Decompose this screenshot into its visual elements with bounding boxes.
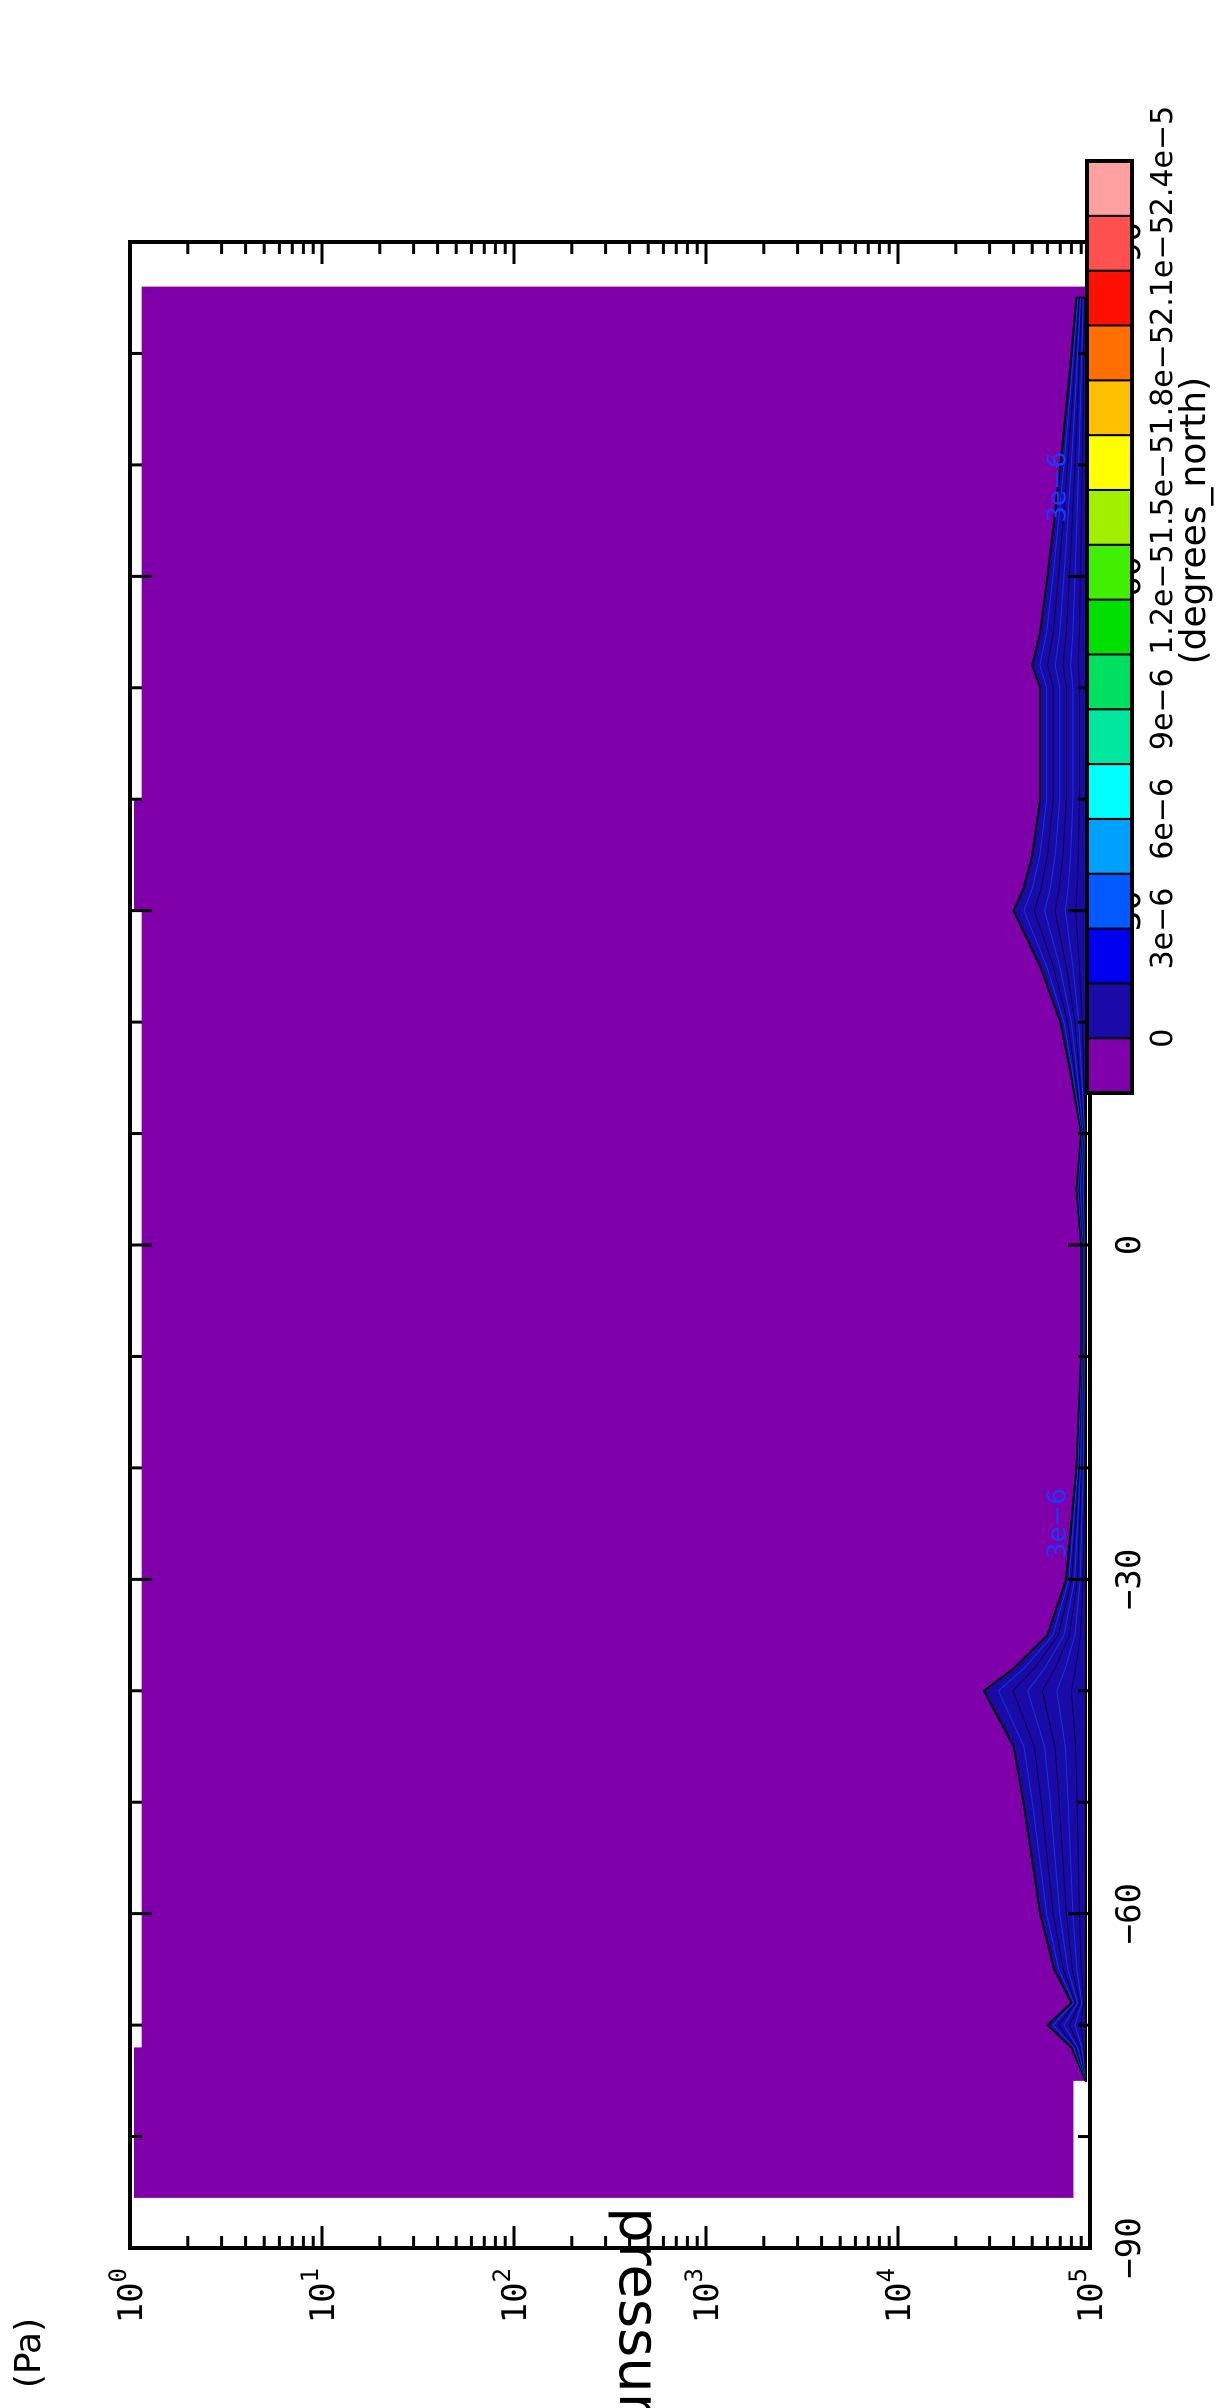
colorbar-swatch: [1086, 379, 1133, 437]
colorbar-label: 2.1e−5: [1145, 215, 1180, 325]
y-axis-label: pressure: [606, 2207, 671, 2408]
x-axis-ticks: [130, 240, 1090, 2250]
y-tick-label: 100: [104, 2268, 151, 2323]
contour-lines: [997, 297, 1087, 2082]
colorbar-label: 1.8e−5: [1145, 325, 1180, 435]
y-tick-label: 103: [680, 2268, 727, 2323]
x-tick-label: 0: [1109, 1235, 1149, 1255]
colorbar-labels: 0 3e−6 6e−6 9e−6 1.2e−51.5e−51.8e−52.1e−52.4…: [1145, 106, 1180, 1048]
y-axis-units: (Pa): [8, 2318, 49, 2388]
x-tick-label: −60: [1109, 1883, 1149, 1944]
y-tick-label: 104: [872, 2268, 919, 2323]
colorbar-swatch: [1086, 982, 1133, 1040]
y-tick-label: 101: [296, 2268, 343, 2323]
colorbar-swatch: [1086, 817, 1133, 875]
low-value-region: [982, 296, 1087, 2082]
colorbar-swatch: [1086, 763, 1133, 820]
y-tick-label: 102: [488, 2268, 535, 2323]
colorbar-swatch: [1086, 872, 1133, 930]
contour-label: 3e−6: [1042, 452, 1072, 523]
colorbar-swatch: [1086, 214, 1133, 272]
x-tick-label: −90: [1109, 2217, 1149, 2278]
background-field: [134, 286, 1086, 2198]
colorbar-swatch: [1086, 488, 1133, 546]
colorbar-swatch: [1086, 1037, 1133, 1094]
colorbar-label: 1.2e−5: [1145, 544, 1180, 654]
colorbar-frame: [1085, 159, 1134, 1095]
data-field: [134, 286, 1087, 2198]
colorbar-label: 9e−6: [1145, 668, 1180, 750]
y-axis-ticks: [128, 242, 1092, 2248]
colorbar-swatch: [1086, 653, 1133, 711]
x-axis-label: (degrees_north): [1173, 377, 1214, 665]
colorbar-swatch: [1086, 159, 1133, 217]
colorbar-swatch: [1086, 324, 1133, 382]
colorbar: [1085, 159, 1134, 1095]
contour-labels: 3e−6 3e−6: [1042, 452, 1072, 1559]
colorbar-swatch: [1086, 708, 1133, 766]
colorbar-label: 1.5e−5: [1145, 435, 1180, 545]
colorbar-swatch: [1086, 598, 1133, 656]
contour-label: 3e−6: [1042, 1488, 1072, 1559]
colorbar-swatch: [1086, 543, 1133, 601]
colorbar-swatch: [1086, 269, 1133, 327]
colorbar-label: 3e−6: [1145, 888, 1180, 970]
colorbar-label: 6e−6: [1145, 778, 1180, 860]
y-tick-label: 105: [1064, 2268, 1111, 2323]
colorbar-swatch: [1086, 927, 1133, 985]
x-tick-label: −30: [1109, 1549, 1149, 1610]
colorbar-swatch: [1086, 434, 1133, 491]
y-axis-tick-labels: 100 101 102 103 104 105: [104, 2268, 1111, 2323]
colorbar-label: 2.4e−5: [1145, 106, 1180, 216]
colorbar-label: 0: [1145, 1029, 1180, 1048]
